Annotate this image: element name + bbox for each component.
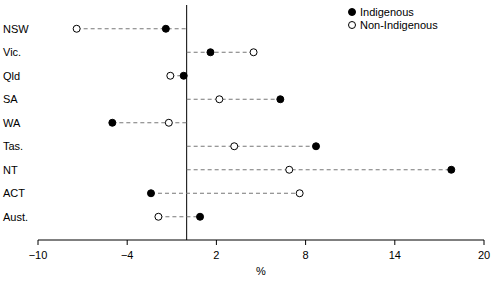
x-tick (305, 240, 306, 245)
x-tick (484, 240, 485, 245)
category-label: Tas. (3, 140, 23, 152)
legend-label: Indigenous (360, 6, 414, 18)
point (216, 96, 223, 103)
point (73, 25, 80, 32)
point (231, 143, 238, 150)
x-tick-label: −10 (29, 249, 48, 261)
x-tick (216, 240, 217, 245)
point (207, 49, 214, 56)
legend-label: Non-Indigenous (360, 19, 438, 31)
point (180, 72, 187, 79)
category-label: SA (3, 93, 18, 105)
category-label: NSW (3, 23, 29, 35)
point (167, 72, 174, 79)
marks (73, 25, 455, 220)
point (286, 166, 293, 173)
legend-marker (349, 9, 356, 16)
category-label: ACT (3, 187, 25, 199)
point (197, 213, 204, 220)
point (147, 190, 154, 197)
x-tick (127, 240, 128, 245)
category-label: Qld (3, 70, 20, 82)
point (162, 25, 169, 32)
x-tick-label: 14 (389, 249, 401, 261)
x-tick-label: −4 (121, 249, 134, 261)
point (109, 119, 116, 126)
connector (112, 122, 186, 123)
point (448, 166, 455, 173)
connector (187, 52, 254, 53)
point (277, 96, 284, 103)
x-tick-label: 8 (303, 249, 309, 261)
connector (187, 146, 316, 147)
x-tick-label: 20 (478, 249, 490, 261)
point (155, 213, 162, 220)
category-label: NT (3, 164, 18, 176)
x-axis (38, 240, 484, 241)
point (296, 190, 303, 197)
x-tick (38, 240, 39, 245)
connector (158, 216, 200, 217)
connector (187, 169, 452, 170)
category-label: Aust. (3, 211, 28, 223)
legend-marker (349, 22, 356, 29)
x-tick-label: 2 (213, 249, 219, 261)
connector (151, 193, 300, 194)
chart: −10 −4 2 8 14 20% NSW Vic. Qld SA WA Tas. NT ACT Aust.… (0, 0, 496, 284)
category-label: Vic. (3, 46, 21, 58)
x-tick (394, 240, 395, 245)
point (165, 119, 172, 126)
point (313, 143, 320, 150)
connector (187, 99, 281, 100)
connector (77, 28, 187, 29)
point (250, 49, 257, 56)
x-axis-label: % (256, 265, 266, 277)
category-label: WA (3, 117, 21, 129)
